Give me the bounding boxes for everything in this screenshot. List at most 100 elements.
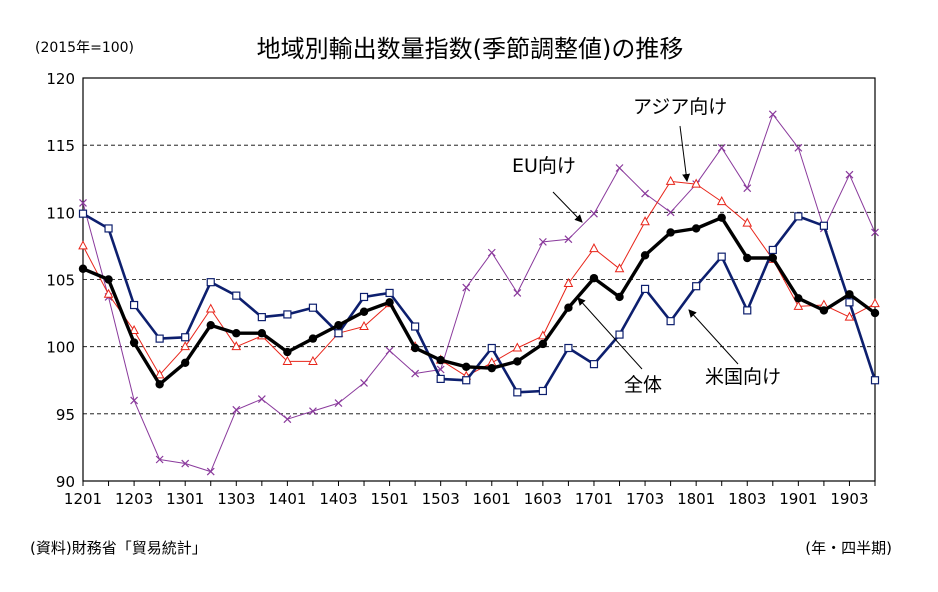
data-point (129, 300, 139, 310)
y-axis-ticks: 90 95 100 105 110 115 120 (46, 70, 75, 491)
x-tick-label: 1403 (319, 490, 357, 508)
data-point (155, 334, 164, 343)
data-point (232, 405, 241, 414)
data-point (334, 320, 343, 330)
series-line (82, 113, 876, 473)
x-tick-label: 1203 (115, 490, 153, 508)
data-point (513, 388, 522, 397)
annotation-arrow (552, 191, 583, 223)
series-layer (78, 110, 880, 476)
data-point (615, 164, 624, 172)
data-point (257, 313, 266, 322)
data-point (819, 221, 829, 230)
y-tick-label: 115 (46, 137, 75, 155)
data-point (283, 415, 292, 424)
data-point (640, 251, 650, 260)
y-tick-label: 120 (46, 70, 75, 88)
data-point (180, 341, 191, 351)
data-point (845, 298, 854, 307)
data-point (334, 329, 343, 338)
data-point (129, 324, 139, 335)
data-point (385, 346, 394, 355)
data-point (871, 228, 879, 237)
chart-title: 地域別輸出数量指数(季節調整値)の推移 (257, 35, 684, 63)
data-point (589, 243, 599, 253)
grid-lines (83, 144, 875, 415)
data-point (411, 322, 420, 331)
data-point (563, 277, 574, 288)
series-line (82, 212, 877, 394)
annotation-label: アジア向け (633, 96, 727, 118)
data-point (538, 386, 547, 396)
data-point (743, 184, 752, 193)
data-point (819, 306, 829, 315)
data-point (538, 339, 548, 349)
data-point (181, 333, 190, 342)
data-point (436, 355, 445, 365)
data-point (641, 189, 649, 198)
source-note: (資料)財務省「貿易統計」 (30, 539, 207, 557)
data-point (564, 303, 573, 312)
x-tick-label: 1703 (626, 490, 664, 508)
data-point (564, 235, 573, 244)
data-point (614, 263, 625, 273)
data-point (666, 317, 675, 326)
x-tick-label: 1503 (422, 490, 460, 508)
data-point (206, 320, 215, 330)
series-line (82, 215, 877, 386)
y-tick-label: 90 (56, 473, 75, 491)
data-point (385, 288, 394, 298)
data-point (411, 369, 420, 378)
x-tick-label: 1201 (64, 490, 102, 508)
data-point (615, 330, 624, 339)
y-tick-label: 110 (46, 204, 75, 222)
x-tick-label: 1603 (524, 490, 562, 508)
data-point (104, 275, 113, 284)
annotation-label: EU向け (512, 155, 576, 177)
series-全体 (78, 213, 880, 389)
data-point (794, 143, 803, 152)
data-point (564, 343, 573, 353)
data-point (206, 278, 215, 287)
data-point (692, 282, 701, 291)
data-point (589, 360, 599, 369)
x-axis-label: (年・四半期) (805, 539, 892, 557)
x-tick-label: 1401 (268, 490, 306, 508)
data-point (462, 283, 471, 292)
data-point (257, 329, 267, 338)
series-line (82, 180, 876, 377)
annotation-arrow (688, 309, 739, 365)
data-point (309, 407, 317, 416)
data-point (359, 292, 369, 302)
data-point (231, 341, 242, 351)
x-tick-label: 1801 (677, 490, 715, 508)
x-tick-label: 1701 (575, 490, 613, 508)
data-point (793, 300, 804, 310)
data-point (640, 284, 650, 294)
data-point (462, 362, 471, 372)
y-tick-label: 105 (46, 272, 75, 290)
data-point (359, 307, 369, 316)
data-point (78, 264, 88, 273)
data-point (615, 292, 624, 302)
data-point (155, 455, 164, 464)
annotation-label: 全体 (624, 374, 662, 396)
data-point (205, 303, 216, 313)
x-tick-label: 1803 (728, 490, 766, 508)
data-point (666, 208, 675, 217)
data-point (436, 374, 445, 384)
annotation-label: 米国向け (705, 366, 781, 388)
series-アジア向け (78, 175, 880, 380)
data-point (79, 199, 87, 207)
data-point (104, 224, 113, 233)
data-point (794, 212, 803, 221)
x-tick-label: 1501 (370, 490, 408, 508)
data-point (743, 253, 752, 263)
data-point (232, 291, 241, 300)
data-point (717, 143, 726, 152)
data-point (845, 170, 854, 179)
series-EU向け (79, 110, 879, 476)
data-point (308, 303, 318, 312)
